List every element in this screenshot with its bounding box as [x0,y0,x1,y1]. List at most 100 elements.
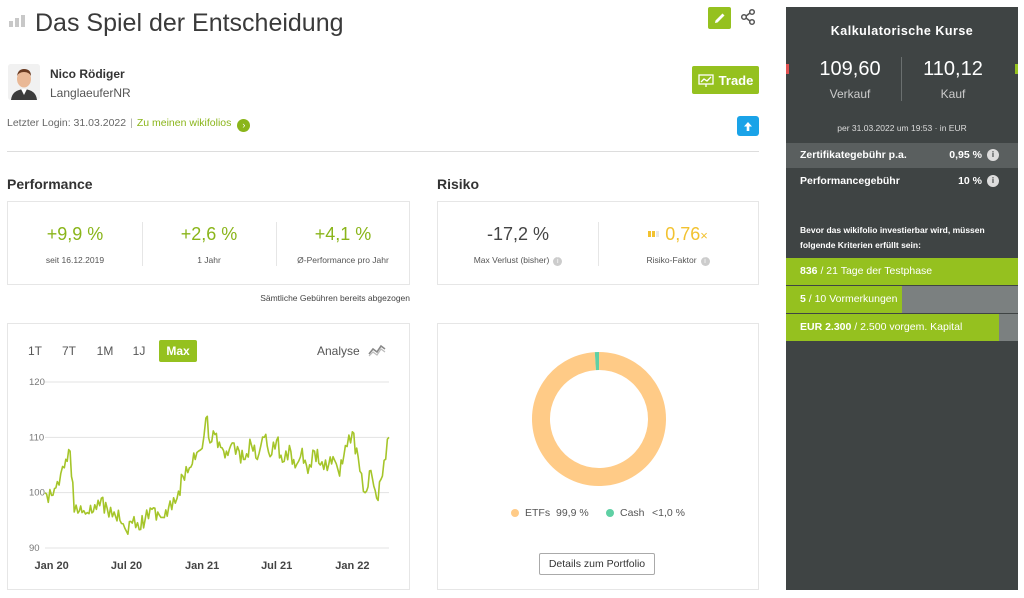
risk-factor-suffix: × [700,228,708,243]
kpi-since-start: +9,9 % seit 16.12.2019 [8,202,142,286]
scroll-up-button[interactable] [737,116,759,136]
risk-title: Risiko [437,176,480,192]
fee-row-certificate: Zertifikategebühr p.a. 0,95 % i [786,143,1018,168]
risk-factor-row: 0,76× [598,224,758,245]
last-login-line: Letzter Login: 31.03.2022 | Zu meinen wiki… [7,117,251,132]
kpi-avg-per-year: +4,1 % Ø-Performance pro Jahr [276,202,410,286]
range-button-7t[interactable]: 7T [61,344,76,358]
buy-marker [1015,64,1018,74]
x-tick-label: Jul 20 [111,560,142,572]
x-tick-label: Jan 22 [335,560,369,572]
pencil-icon [714,13,724,23]
criteria-progress-fill [786,286,902,313]
chevron-right-icon[interactable]: › [237,119,251,132]
price-divider [901,57,902,101]
kpi-value: -17,2 % [486,224,550,244]
kpi-value: 0,76 [665,224,701,244]
trade-label: Trade [718,72,754,88]
kpi-divider [276,222,277,266]
presentation-chart-icon [698,73,714,87]
risk-card: -17,2 % Max Verlust (bisher) i 0,76× Risi… [437,201,759,285]
criteria-current: EUR 2.300 [800,321,852,333]
performance-line-chart: 90 100 110 120 Jan 20 Jul 20 Jan 21 Jul 21 Jan 2… [29,377,390,572]
fee-row-performance: Performancegebühr 10 % i [786,169,1018,194]
performance-title: Performance [7,176,93,192]
criteria-text: 5 / 10 Vormerkungen [800,293,897,305]
kpi-label: Ø-Performance pro Jahr [297,255,389,265]
portfolio-donut-chart [532,352,666,486]
share-icon[interactable] [738,7,758,27]
chart-bars-icon [9,15,25,27]
my-wikifolios-link[interactable]: Zu meinen wikifolios [136,117,232,129]
fees-note: Sämtliche Gebühren bereits abgezogen [260,293,410,303]
legend-value-cash: <1,0 % [652,507,685,519]
kpi-max-loss: -17,2 % Max Verlust (bisher) i [438,202,598,286]
sell-price: 109,60 [819,58,881,80]
kpi-label-row: Max Verlust (bisher) i [438,255,598,266]
arrow-up-icon [744,121,752,131]
trader-nickname: LanglaeuferNR [50,86,131,100]
x-tick-label: Jul 21 [261,560,292,572]
range-button-1j[interactable]: 1J [132,344,146,358]
kpi-divider [142,222,143,266]
edit-button[interactable] [708,7,731,29]
analyse-button[interactable]: Analyse [317,344,360,358]
range-button-1t[interactable]: 1T [27,344,42,358]
kpi-label: Risiko-Faktor [646,255,697,265]
y-tick-label: 120 [29,377,45,388]
sell-marker [786,64,789,74]
trader-name[interactable]: Nico Rödiger [50,67,125,81]
kpi-value: +4,1 % [314,224,372,244]
buy-label: Kauf [940,87,966,101]
criteria-row-reservations: 5 / 10 Vormerkungen [786,286,1018,313]
info-icon[interactable]: i [553,257,563,266]
info-icon[interactable]: i [987,175,999,187]
x-tick-label: Jan 21 [185,560,219,572]
performance-card: +9,9 % seit 16.12.2019 +2,6 % 1 Jahr +4,… [7,201,410,285]
legend-value-etfs: 99,9 % [556,507,589,519]
y-tick-label: 110 [29,432,44,443]
fee-value: 0,95 % [949,149,982,161]
kpi-value: +9,9 % [46,224,104,244]
legend-swatch-cash [606,509,614,517]
kpi-label: Max Verlust (bisher) [473,255,550,265]
y-tick-label: 100 [29,488,45,499]
info-icon[interactable]: i [700,257,710,266]
separator: | [130,117,133,129]
legend-swatch-etfs [511,509,519,517]
criteria-current: 5 [800,293,806,305]
fee-label: Performancegebühr [800,175,900,187]
page-title: Das Spiel der Entscheidung [35,9,344,37]
portfolio-details-button[interactable]: Details zum Portfolio [539,553,655,575]
user-photo-icon [8,64,40,100]
avatar[interactable] [8,64,40,100]
analyse-chart-icon[interactable] [368,343,386,357]
criteria-progress-fill [786,258,1018,285]
criteria-rest: / 21 Tage der Testphase [817,265,933,277]
kpi-one-year: +2,6 % 1 Jahr [142,202,276,286]
criteria-text: EUR 2.300 / 2.500 vorgem. Kapital [800,321,962,333]
info-icon[interactable]: i [987,149,999,161]
criteria-row-capital: EUR 2.300 / 2.500 vorgem. Kapital [786,314,1018,341]
kpi-label: 1 Jahr [197,255,221,265]
kpi-divider [598,222,599,266]
divider [7,151,759,152]
trade-button[interactable]: Trade [692,66,759,94]
y-tick-label: 90 [29,543,40,554]
criteria-row-test-phase: 836 / 21 Tage der Testphase [786,258,1018,285]
criteria-text: 836 / 21 Tage der Testphase [800,265,932,277]
risk-gauge-icon [648,231,660,237]
portfolio-card [437,323,759,590]
range-button-max[interactable]: Max [159,340,197,362]
x-tick-label: Jan 20 [34,560,68,572]
criteria-current: 836 [800,265,818,277]
kpi-value: +2,6 % [180,224,238,244]
criteria-rest: / 2.500 vorgem. Kapital [851,321,963,333]
kpi-risk-factor: 0,76× Risiko-Faktor i [598,202,758,286]
last-login-text: Letzter Login: 31.03.2022 [7,117,127,129]
kpi-label: seit 16.12.2019 [45,255,105,265]
legend-label-etfs: ETFs [525,507,551,519]
range-button-1m[interactable]: 1M [96,344,114,358]
fee-value: 10 % [958,175,982,187]
criteria-intro: Bevor das wikifolio investierbar wird, m… [800,225,985,250]
